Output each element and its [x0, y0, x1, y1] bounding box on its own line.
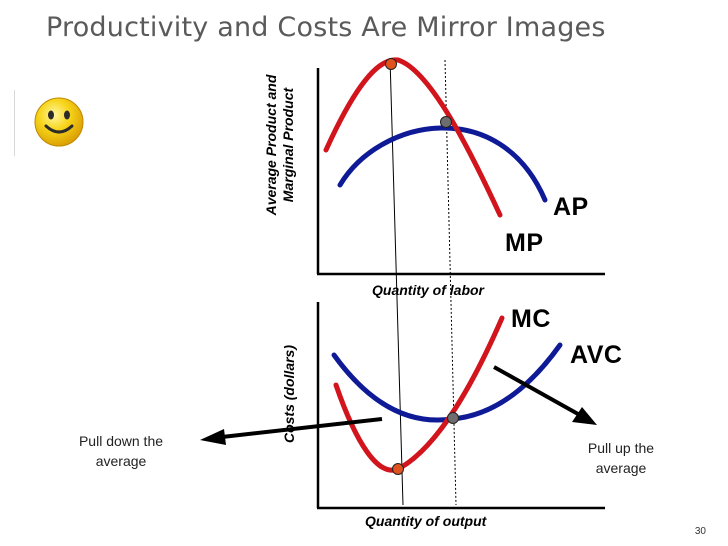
pull-down-note-line1: Pull down the: [78, 433, 164, 449]
avc-label: AVC: [570, 341, 623, 369]
mc-min-marker: [392, 463, 404, 475]
mc-curve: [333, 315, 505, 473]
pull-down-note-line2: average: [95, 453, 147, 469]
top-graph-axes: [316, 68, 605, 276]
guide-line-mp-max: [389, 57, 404, 506]
pull-up-arrow: [493, 365, 597, 425]
slide-title: Productivity and Costs Are Mirror Images: [46, 12, 606, 43]
avc-curve: [331, 342, 563, 423]
top-y-axis-label: Average Product and Marginal Product: [263, 60, 299, 230]
mc-label: MC: [511, 305, 551, 333]
ap-label: AP: [553, 193, 589, 221]
top-y-axis-label-line1: Average Product and: [263, 74, 279, 216]
bottom-y-axis-label: Costs (dollars): [281, 345, 297, 444]
mp-label: MP: [505, 229, 544, 257]
pull-up-note: Pull up the average: [566, 438, 676, 478]
mc-avc-intersection-marker: [447, 412, 459, 424]
ap-curve: [337, 125, 548, 203]
page-number: 30: [694, 526, 706, 537]
pull-up-note-line1: Pull up the: [587, 440, 655, 456]
mp-curve: [323, 57, 503, 218]
ap-mp-intersection-marker: [440, 116, 452, 128]
pull-down-note: Pull down the average: [58, 431, 184, 471]
top-y-axis-label-line2: Marginal Product: [280, 87, 296, 203]
smiley-face-icon: [14, 90, 84, 156]
mp-max-marker: [385, 58, 397, 70]
bottom-x-axis-label: Quantity of output: [365, 513, 487, 529]
top-x-axis-label: Quantity of labor: [372, 282, 484, 298]
pull-up-note-line2: average: [595, 460, 647, 476]
bottom-graph-axes: [316, 302, 605, 510]
pull-down-arrow: [200, 417, 383, 445]
